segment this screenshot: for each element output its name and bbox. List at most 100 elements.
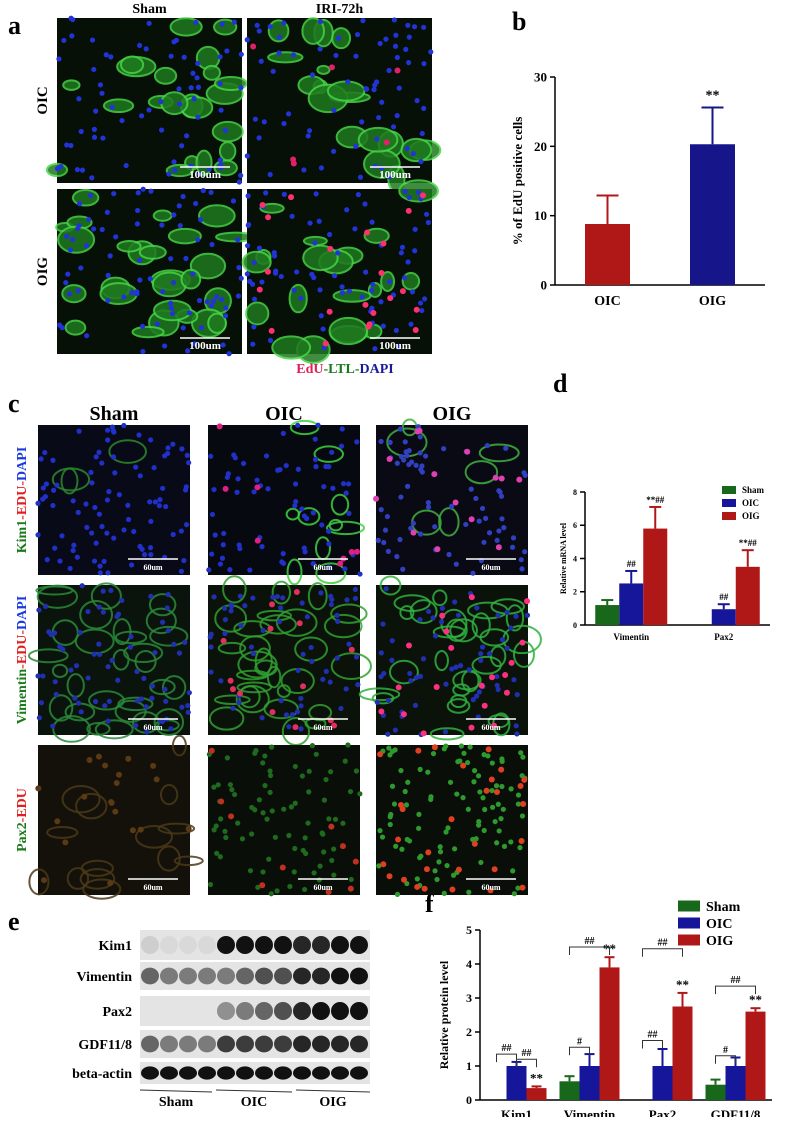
nucleus bbox=[498, 816, 504, 822]
nucleus bbox=[394, 553, 400, 560]
edu-dot bbox=[95, 753, 102, 760]
tubule bbox=[432, 589, 448, 607]
nucleus bbox=[405, 483, 411, 490]
nucleus bbox=[261, 119, 267, 125]
nucleus bbox=[273, 268, 279, 274]
nucleus bbox=[326, 541, 332, 547]
nucleus bbox=[106, 698, 112, 704]
nucleus bbox=[319, 522, 325, 528]
nucleus bbox=[264, 816, 270, 822]
nucleus bbox=[147, 276, 153, 282]
nucleus bbox=[244, 243, 251, 249]
nucleus bbox=[470, 836, 476, 843]
nucleus bbox=[513, 613, 519, 619]
bar bbox=[585, 223, 630, 285]
edu-dot bbox=[218, 798, 225, 805]
y-tick-label: 20 bbox=[534, 139, 547, 154]
edu-dot bbox=[108, 799, 115, 806]
nucleus bbox=[227, 782, 233, 788]
nucleus bbox=[335, 35, 342, 41]
edu-dot bbox=[125, 755, 132, 762]
edu-dot bbox=[400, 711, 407, 718]
nucleus bbox=[211, 784, 217, 790]
significance: ## bbox=[719, 592, 729, 602]
nucleus bbox=[392, 747, 398, 753]
group-label: OIG bbox=[319, 1095, 346, 1110]
nucleus bbox=[316, 877, 322, 883]
nucleus bbox=[434, 876, 440, 883]
scale-label: 60um bbox=[481, 723, 500, 732]
nucleus bbox=[374, 699, 380, 705]
nucleus bbox=[419, 130, 425, 137]
nucleus bbox=[44, 557, 50, 563]
nucleus bbox=[519, 566, 525, 572]
nucleus bbox=[218, 816, 224, 822]
nucleus bbox=[370, 281, 376, 288]
nucleus bbox=[269, 808, 275, 814]
nucleus bbox=[171, 159, 177, 165]
nucleus bbox=[331, 273, 338, 279]
scale-label: 60um bbox=[143, 563, 162, 572]
nucleus bbox=[486, 530, 493, 536]
nucleus bbox=[163, 698, 169, 704]
nucleus bbox=[181, 54, 187, 60]
nucleus bbox=[40, 496, 46, 502]
bracket bbox=[569, 946, 610, 955]
tubule bbox=[330, 652, 372, 680]
nucleus bbox=[176, 101, 183, 107]
panel-label: f bbox=[425, 889, 434, 918]
tubule bbox=[452, 670, 482, 691]
edu-dot bbox=[405, 207, 412, 214]
nucleus bbox=[417, 434, 423, 440]
tubule bbox=[328, 518, 344, 532]
nucleus bbox=[355, 682, 361, 688]
nucleus bbox=[231, 452, 237, 458]
nucleus bbox=[321, 849, 327, 855]
tubule bbox=[313, 445, 344, 463]
edu-dot bbox=[35, 785, 42, 792]
nucleus bbox=[91, 134, 98, 140]
tubule bbox=[323, 613, 363, 639]
nucleus bbox=[326, 816, 332, 822]
nucleus bbox=[250, 650, 256, 657]
nucleus bbox=[235, 293, 242, 299]
edu-dot bbox=[331, 722, 338, 729]
nucleus bbox=[185, 348, 191, 354]
edu-dot bbox=[488, 776, 495, 783]
nucleus bbox=[91, 126, 98, 132]
nucleus bbox=[357, 791, 363, 797]
edu-dot bbox=[62, 839, 69, 846]
nucleus bbox=[252, 116, 258, 122]
tubule bbox=[88, 690, 125, 711]
nucleus bbox=[304, 614, 310, 620]
nucleus bbox=[421, 105, 427, 111]
nucleus bbox=[244, 153, 250, 159]
nucleus bbox=[245, 193, 251, 199]
column-header: OIC bbox=[265, 403, 303, 425]
nucleus bbox=[478, 657, 484, 663]
nucleus bbox=[503, 445, 509, 451]
edu-dot bbox=[485, 746, 492, 753]
row-header: OIC bbox=[35, 86, 51, 114]
nucleus bbox=[292, 503, 298, 509]
nucleus bbox=[292, 481, 299, 487]
nucleus bbox=[263, 190, 269, 196]
significance: **## bbox=[646, 495, 665, 505]
error-bar bbox=[601, 599, 614, 606]
nucleus bbox=[423, 211, 430, 217]
bracket-label: ## bbox=[648, 1030, 658, 1041]
stain-part: DAPI bbox=[15, 447, 30, 481]
nucleus bbox=[288, 804, 295, 810]
edu-dot bbox=[129, 827, 136, 834]
nucleus bbox=[141, 552, 148, 558]
nucleus bbox=[344, 597, 350, 603]
blot-band bbox=[217, 1035, 235, 1053]
nucleus bbox=[185, 702, 191, 709]
legend-label: OIG bbox=[742, 511, 760, 521]
tubule bbox=[471, 612, 491, 639]
nucleus bbox=[85, 608, 91, 615]
nucleus bbox=[89, 480, 95, 486]
nucleus bbox=[79, 167, 86, 173]
nucleus bbox=[74, 554, 80, 560]
nucleus bbox=[481, 539, 487, 545]
